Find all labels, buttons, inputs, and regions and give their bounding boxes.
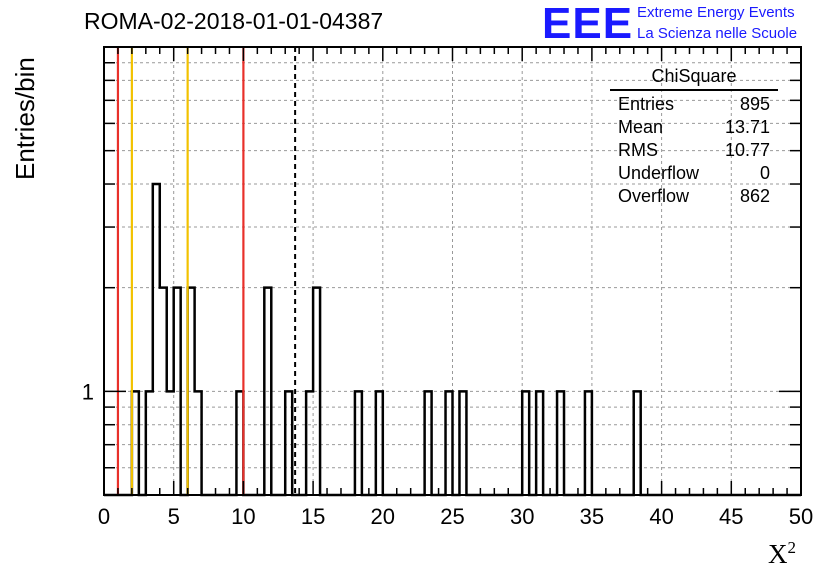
stats-value: 0 (759, 163, 770, 183)
x-tick-label: 35 (580, 504, 604, 529)
stats-row: Entries 895 (610, 93, 778, 116)
eee-logo: EEE Extreme Energy Events La Scienza nel… (542, 0, 836, 48)
x-tick-label: 40 (649, 504, 673, 529)
x-tick-label: 10 (231, 504, 255, 529)
x-tick-label: 50 (789, 504, 813, 529)
x-axis-label-text: X (768, 539, 788, 569)
stats-box: ChiSquare Entries 895 Mean 13.71 RMS 10.77 … (610, 66, 778, 208)
stats-value: 13.71 (724, 117, 770, 137)
stats-label: Overflow (618, 186, 690, 206)
logo-mark: EEE (542, 0, 634, 48)
stats-row: RMS 10.77 (610, 139, 778, 162)
stats-label: Underflow (618, 163, 700, 183)
x-tick-label: 25 (440, 504, 464, 529)
x-axis-label-sup: 2 (787, 538, 797, 557)
x-tick-label: 20 (371, 504, 395, 529)
logo-line-1: Extreme Energy Events (637, 4, 795, 21)
stats-value: 895 (739, 94, 770, 114)
stats-label: RMS (618, 140, 658, 160)
stats-value: 862 (739, 186, 770, 206)
stats-value: 10.77 (724, 140, 770, 160)
x-tick-label: 0 (98, 504, 110, 529)
y-tick-label: 1 (82, 379, 94, 404)
stats-label: Entries (618, 94, 675, 114)
stats-title: ChiSquare (610, 66, 778, 91)
logo-line-2: La Scienza nelle Scuole (637, 25, 798, 42)
stats-row: Overflow 862 (610, 185, 778, 208)
y-axis-label: Entries/bin (10, 57, 40, 180)
stats-label: Mean (618, 117, 664, 137)
stats-row: Underflow 0 (610, 162, 778, 185)
chart-title: ROMA-02-2018-01-01-04387 (84, 8, 384, 34)
x-tick-label: 30 (510, 504, 534, 529)
stats-row: Mean 13.71 (610, 116, 778, 139)
x-tick-label: 45 (719, 504, 743, 529)
x-tick-label: 5 (168, 504, 180, 529)
x-axis-label: X2 (768, 538, 796, 570)
x-tick-label: 15 (301, 504, 325, 529)
histogram-outline (104, 182, 801, 497)
